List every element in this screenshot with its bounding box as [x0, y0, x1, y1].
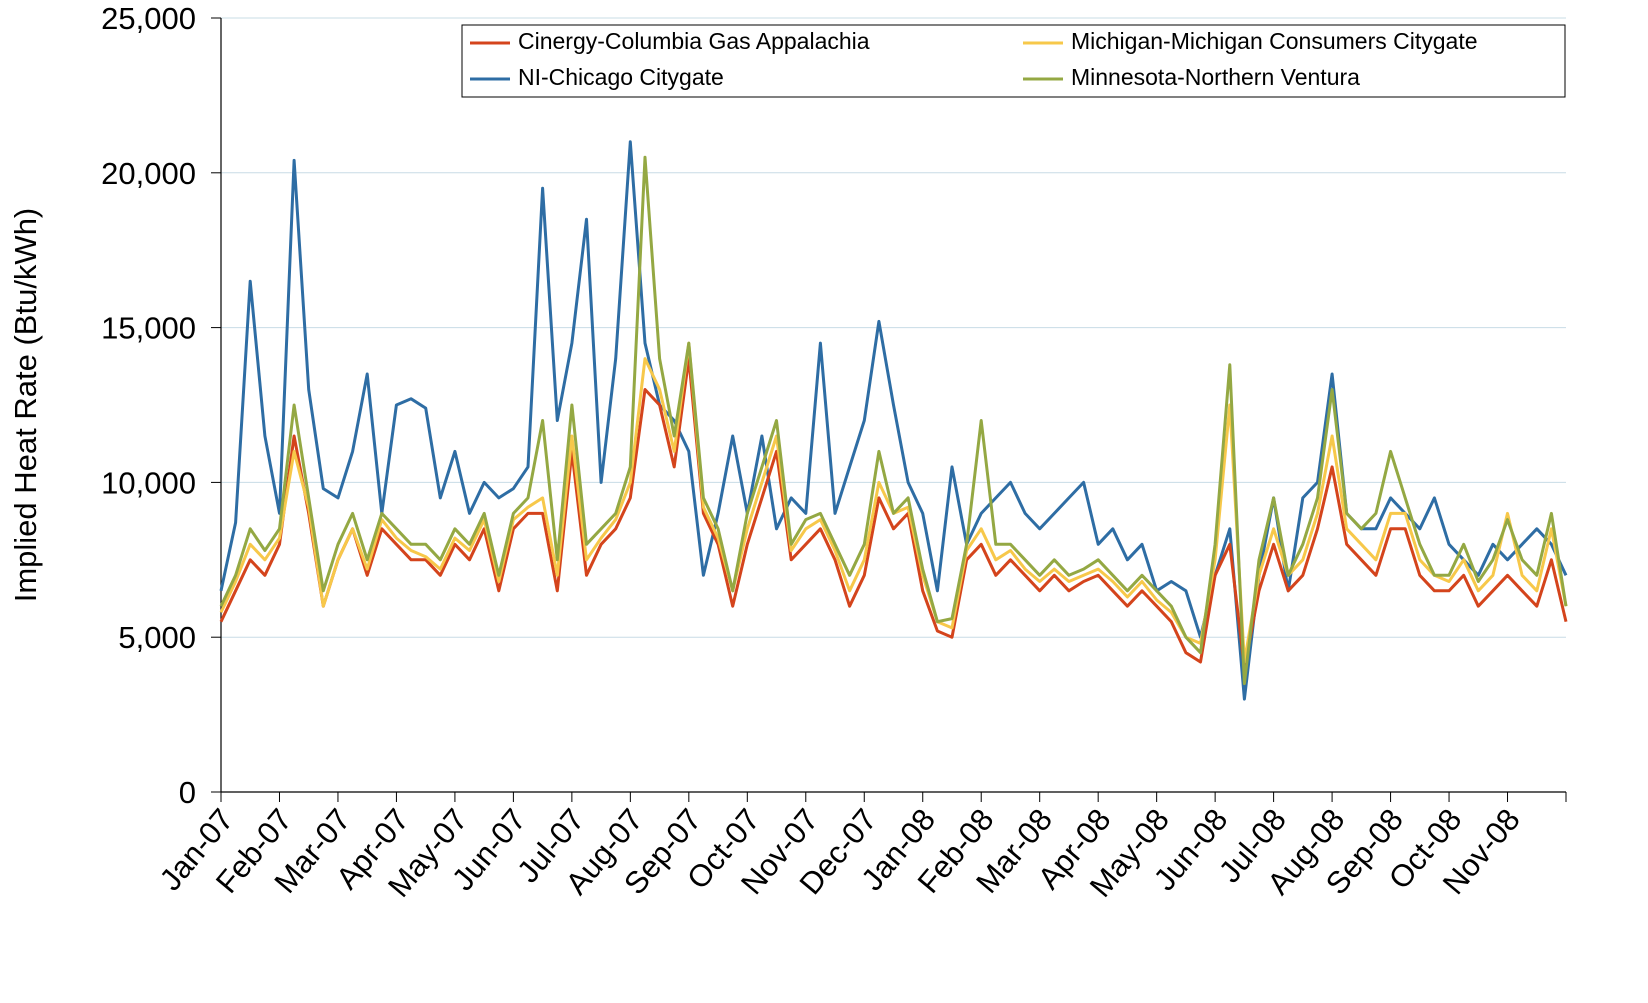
y-tick-label: 5,000 — [118, 620, 196, 655]
series-line — [219, 357, 1568, 670]
legend-box — [461, 24, 1566, 98]
legend-label: Cinergy-Columbia Gas Appalachia — [518, 28, 870, 54]
legend-label: Minnesota-Northern Ventura — [1071, 64, 1360, 90]
series-line — [219, 140, 1568, 701]
series-line — [219, 155, 1568, 686]
y-tick-label: 15,000 — [101, 311, 196, 346]
y-tick-label: 25,000 — [101, 1, 196, 36]
legend-label: NI-Chicago Citygate — [518, 64, 724, 90]
y-tick-label: 10,000 — [101, 465, 196, 500]
y-axis-label: Implied Heat Rate (Btu/kWh) — [8, 208, 43, 603]
y-tick-label: 20,000 — [101, 156, 196, 191]
series-line — [219, 341, 1568, 664]
legend-label: Michigan-Michigan Consumers Citygate — [1071, 28, 1478, 54]
y-tick-label: 0 — [179, 775, 196, 810]
